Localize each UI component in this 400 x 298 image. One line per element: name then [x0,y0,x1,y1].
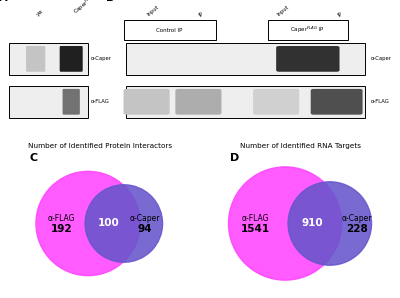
Circle shape [228,167,342,280]
Text: 192: 192 [50,224,72,234]
Text: IP: IP [337,11,343,17]
FancyBboxPatch shape [311,89,362,115]
FancyBboxPatch shape [60,46,83,72]
FancyBboxPatch shape [126,43,366,74]
Title: Number of Identified RNA Targets: Number of Identified RNA Targets [240,143,360,149]
Text: α-Caper: α-Caper [371,56,392,61]
Text: 910: 910 [301,218,323,229]
Text: 1541: 1541 [241,224,270,234]
FancyBboxPatch shape [268,20,348,40]
FancyBboxPatch shape [26,46,45,72]
Circle shape [288,182,372,265]
Text: Caper$^{FLAG}$: Caper$^{FLAG}$ [71,0,98,17]
Text: yw: yw [36,9,44,17]
Circle shape [85,185,162,262]
Circle shape [36,171,140,276]
Text: α-FLAG: α-FLAG [90,99,109,104]
Title: Number of Identified Protein Interactors: Number of Identified Protein Interactors [28,143,172,149]
FancyBboxPatch shape [9,43,88,74]
Text: 228: 228 [346,224,368,234]
FancyBboxPatch shape [126,86,366,117]
Text: IP: IP [198,11,205,17]
Text: Caper$^{FLAG}$ IP: Caper$^{FLAG}$ IP [290,25,325,35]
Text: α-FLAG: α-FLAG [48,214,75,223]
Text: 94: 94 [138,224,152,234]
Text: α-FLAG: α-FLAG [242,214,269,223]
Text: 100: 100 [98,218,120,229]
Text: C: C [30,153,38,164]
FancyBboxPatch shape [124,89,170,115]
Text: α-FLAG: α-FLAG [371,99,390,104]
Text: α-Caper: α-Caper [130,214,160,223]
Text: Input: Input [146,5,160,17]
Text: Control IP: Control IP [156,28,183,33]
FancyBboxPatch shape [9,86,88,117]
FancyBboxPatch shape [253,89,299,115]
FancyBboxPatch shape [62,89,80,115]
FancyBboxPatch shape [276,46,340,72]
Text: B: B [106,0,115,3]
Text: α-Caper: α-Caper [90,56,111,61]
Text: Input: Input [276,5,290,17]
Text: D: D [230,153,239,164]
Text: α-Caper: α-Caper [341,214,372,223]
Text: A: A [0,0,8,3]
FancyBboxPatch shape [175,89,222,115]
FancyBboxPatch shape [124,20,216,40]
